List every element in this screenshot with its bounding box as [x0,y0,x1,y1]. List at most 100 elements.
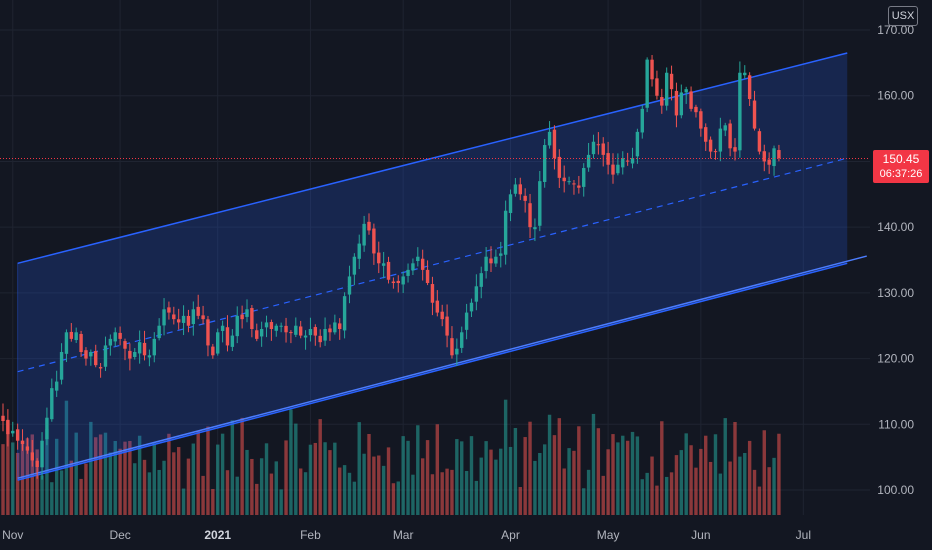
currency-badge[interactable]: USX [888,6,918,26]
candle-body [704,127,708,142]
candle-body [586,154,591,168]
candle-body [20,440,25,445]
volume-bar [694,467,698,515]
candle-body [206,319,210,346]
candle-body [196,306,200,316]
candle-body [25,446,30,451]
candle-body [250,308,254,330]
candle-body [201,315,205,320]
candle-body [425,269,430,284]
volume-bar [664,476,669,515]
candle-body [84,350,88,359]
candle-body [435,300,440,313]
time-tick-label: Mar [393,528,414,542]
time-tick-label: May [597,528,620,542]
candle-body [455,348,459,355]
volume-bar [738,456,742,515]
candle-body [542,145,547,182]
candle-body [503,210,508,255]
candle-body [98,367,103,369]
candle-body [694,106,698,113]
volume-bar [338,467,342,515]
candle-body [416,256,420,262]
volume-bar [440,472,444,515]
price-tick-label: 110.00 [878,417,914,431]
candle-body [64,332,69,354]
volume-bar [118,448,122,515]
price-axis[interactable]: 100.00110.00120.00130.00140.00150.00160.… [877,23,914,497]
volume-bar [298,468,303,515]
candle-body [113,332,117,342]
volume-bar [235,476,239,515]
candle-body [479,273,483,287]
volume-bar [645,472,649,515]
candle-body [767,159,771,165]
volume-bar [533,460,537,515]
volume-bar [264,443,269,515]
candle-body [128,350,132,359]
candle-body [562,177,566,182]
volume-bar [313,442,318,515]
last-price-badge: 150.45 06:37:26 [873,150,929,183]
volume-bar [50,482,54,515]
volume-bar [269,473,274,515]
volume-bar [157,469,161,515]
candle-body [323,329,327,341]
support-trend-line [17,255,867,479]
volume-bar [469,436,474,515]
time-axis[interactable]: Nov Dec 2021 Feb Mar Apr May Jun Jul [2,528,811,542]
candle-body [738,72,742,151]
candle-body [30,452,34,461]
candle-body [79,333,83,353]
price-tick-label: 140.00 [877,220,914,234]
candle-body [245,309,249,317]
volume-bar [513,428,518,515]
volume-bar [196,430,200,515]
volume-bar [372,456,376,515]
candle-body [557,156,562,178]
volume-bar [255,483,259,515]
candle-body [11,430,15,434]
candle-body [269,322,274,330]
volume-bar [220,433,225,515]
candle-body [1,415,5,422]
volume-bar [611,434,615,515]
candle-body [757,131,762,152]
volume-bar [6,420,10,515]
volume-bar [713,434,718,515]
candle-body [635,131,640,157]
time-tick-label: Dec [109,528,130,542]
volume-bar [699,448,703,515]
volume-bar [211,489,215,515]
volume-bar [347,472,352,515]
candle-body [391,281,396,284]
time-tick-label: Jul [796,528,811,542]
candle-body [259,329,264,337]
candle-body [699,111,703,129]
volume-bar [777,433,781,515]
candle-body [445,316,449,336]
volume-bar [767,467,771,515]
volume-bar [79,478,83,515]
time-tick-label: Nov [2,528,23,542]
volume-bar [435,424,440,515]
volume-bar [59,470,64,515]
volume-bar [396,481,400,515]
candle-body [723,125,727,131]
candle-body [357,243,361,259]
candle-body [494,256,498,264]
candle-body [333,322,337,333]
candle-body [211,346,215,356]
candle-body [606,153,610,165]
candle-body [167,307,171,313]
candle-body [69,331,74,339]
volume-bar [318,419,322,515]
candle-body [284,325,288,333]
volume-bar [113,440,117,515]
grid-lines [0,0,870,515]
volume-bar [352,481,357,515]
candle-body [103,345,108,367]
time-tick-label: Jun [691,528,710,542]
volume-bar [542,444,547,515]
